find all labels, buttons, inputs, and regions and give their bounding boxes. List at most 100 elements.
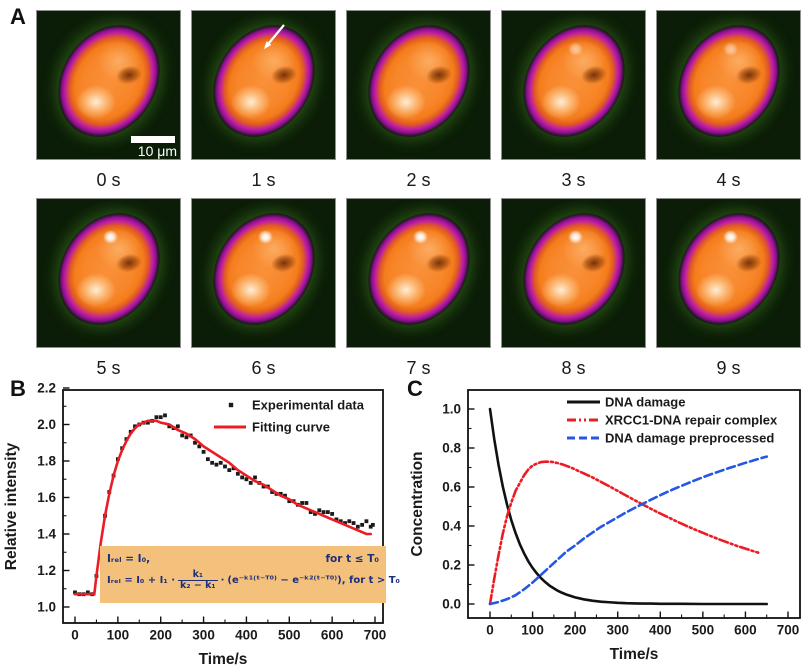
x-tick-label: 600 [321,628,344,643]
data-point [343,521,347,525]
data-point [334,517,339,522]
panel-c-chart: 0 100 200 300 400 500 600 700 0.0 0.2 0.4 0.6 0.8 1.0… [409,389,801,663]
y-tick-label: 1.0 [37,600,56,615]
data-series-line [488,455,769,606]
nucleus-bright-region [695,85,736,119]
data-point [364,519,369,524]
x-tick-label: 200 [149,628,172,643]
cell-nucleus [37,11,180,156]
damage-site-spot [722,230,738,245]
data-point [154,415,159,420]
y-tick-label: 0.6 [442,480,461,495]
legend-label: Fitting curve [252,420,330,435]
data-point [240,475,245,480]
data-point [197,444,202,449]
y-tick-label: 1.4 [37,527,56,542]
data-point [167,424,172,429]
x-tick-label: 500 [278,628,301,643]
data-point [360,522,365,527]
y-tick-label: 1.6 [37,490,56,505]
cell-nucleus [657,11,800,156]
data-point [201,449,206,454]
x-axis-title: Time/s [610,646,659,663]
scale-bar [131,136,175,143]
data-point [330,512,335,516]
x-tick-label: 500 [692,623,715,638]
data-point [73,590,77,595]
data-point [370,522,375,527]
data-point [308,510,313,514]
data-point [214,462,219,467]
frame-time-label: 1 s [251,169,276,190]
plot-frame [467,389,801,619]
scale-bar-label: 10 μm [137,143,177,159]
frame-time-label: 0 s [96,169,121,190]
micrograph-frame: 7 s [346,198,491,386]
y-tick-label: 0.2 [442,558,461,573]
y-tick-label: 1.8 [37,454,56,469]
y-axis-title: Concentration [409,451,426,556]
data-point [175,424,180,429]
nucleus-bright-region [540,273,581,307]
equation-line1-formula: Iᵣₑₗ = I₀, [107,552,151,565]
micrograph-frame: 5 s [36,198,181,386]
micrograph-image [346,198,491,348]
cell-nucleus [37,199,180,344]
micrograph-image [656,198,801,348]
data-point [180,433,185,438]
data-point [304,501,309,505]
plot-frame [62,389,384,624]
data-point [218,460,223,465]
damage-site-spot [102,230,118,245]
legend-label: Experimental data [252,398,365,413]
equation-fraction: k₁ k₂ − k₁ [178,569,218,592]
x-tick-label: 400 [649,623,672,638]
data-point [338,519,343,524]
micrograph-frame: 6 s [191,198,336,386]
micrograph-frame: 9 s [656,198,801,386]
x-tick-label: 0 [71,628,79,643]
data-point [355,524,360,529]
data-point [261,484,266,489]
data-point [205,457,210,462]
equation-box: Iᵣₑₗ = I₀, for t ≤ T₀ Iᵣₑₗ = I₀ + I₁ · k… [100,546,400,603]
data-point [193,440,197,445]
x-tick-label: 300 [606,623,629,638]
frame-time-label: 9 s [716,357,741,378]
micrograph-image [346,10,491,160]
data-point [210,460,215,465]
equation-line1-condition: for t ≤ T₀ [325,552,379,565]
data-point [235,471,240,476]
data-point [244,477,249,482]
data-point [313,512,317,516]
equation-line2-prefix: Iᵣₑₗ = I₀ + I₁ · [107,575,176,587]
nucleus-bright-region [75,85,116,119]
data-point [347,519,352,524]
x-tick-label: 100 [521,623,544,638]
y-axis-title: Relative intensity [3,442,20,570]
data-point [278,491,283,496]
data-point [227,468,232,473]
x-tick-label: 600 [734,623,757,638]
cell-nucleus [347,199,490,344]
x-axis-title: Time/s [199,651,248,668]
data-point [231,466,236,471]
x-tick-label: 700 [364,628,387,643]
data-point [163,413,167,418]
nucleus-bright-region [230,85,271,119]
y-tick-label: 0.0 [442,597,461,612]
panel-a-image-grid: 10 μm 0 s 1 s [36,10,801,386]
frame-time-label: 7 s [406,357,431,378]
damage-site-spot [567,230,583,245]
damage-site-spot [257,230,273,245]
data-point [223,464,227,469]
micrograph-frame: 1 s [191,10,336,198]
y-tick-label: 2.2 [37,381,56,396]
data-point [270,490,275,494]
data-series-line [488,407,769,606]
data-point [351,521,356,525]
micrograph-image [501,10,646,160]
frame-time-label: 5 s [96,357,121,378]
equation-line2-tail: (e⁻ᵏ¹⁽ᵗ⁻ᵀ⁰⁾ − e⁻ᵏ²⁽ᵗ⁻ᵀ⁰⁾), for t > T₀ [227,575,400,587]
